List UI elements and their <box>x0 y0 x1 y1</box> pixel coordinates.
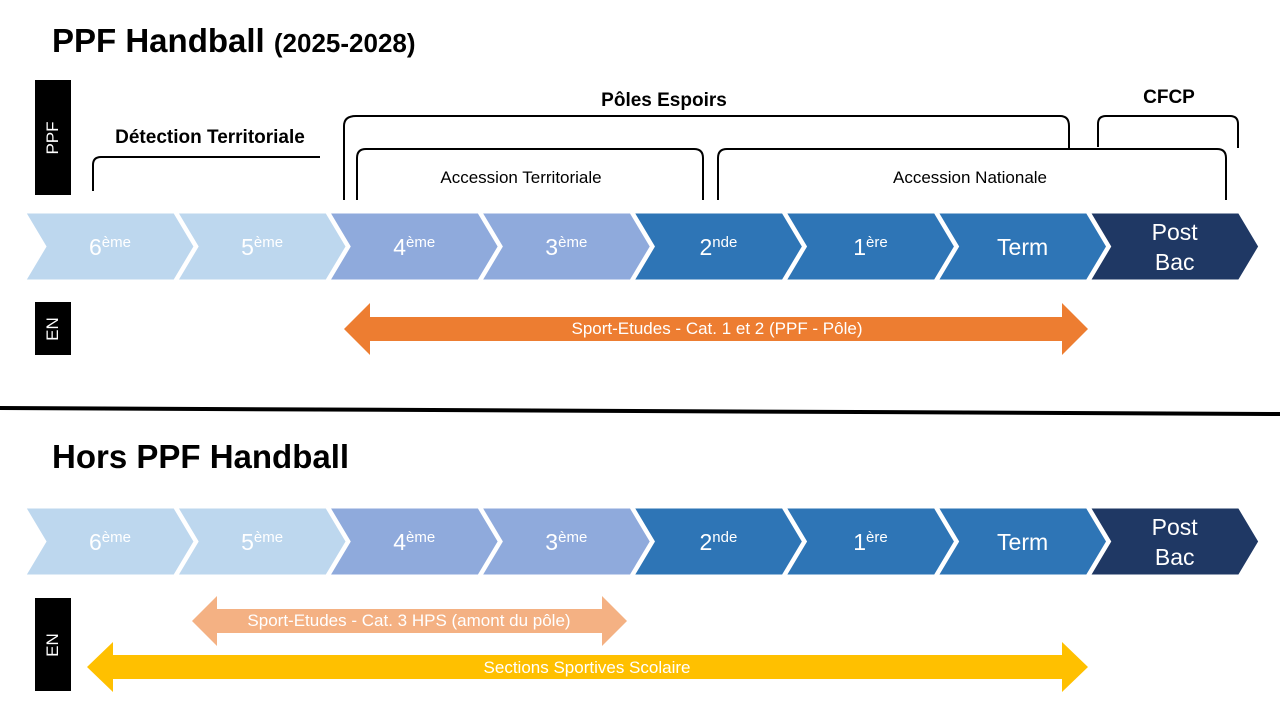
grade-chevron <box>937 212 1108 281</box>
hors-ppf-title: Hors PPF Handball <box>52 438 350 475</box>
grade-chevron <box>633 507 803 576</box>
sport-etudes-cat3-label: Sport-Etudes - Cat. 3 HPS (amont du pôle… <box>247 611 571 630</box>
accession-nationale-bracket <box>717 148 1227 200</box>
grade-label: Term <box>997 528 1049 555</box>
sections-sportives-arrow <box>87 642 1088 692</box>
grade-chevron <box>177 507 347 576</box>
ppf-title: PPF Handball (2025-2028) <box>52 22 416 60</box>
grade-chevron <box>785 212 956 281</box>
grade-chevron <box>1089 212 1260 281</box>
detection-bracket <box>92 156 320 191</box>
grade-chevron <box>25 507 195 576</box>
ppf-title-main: PPF Handball <box>52 22 265 59</box>
en-sidebox-bottom: EN <box>35 598 71 691</box>
grade-label: 5ème <box>241 233 284 260</box>
ppf-sidebox: PPF <box>35 80 71 195</box>
grade-chevron <box>25 212 195 281</box>
grade-label: 6ème <box>89 528 131 555</box>
grade-label: Post Bac <box>1151 218 1198 275</box>
grade-label: 1ère <box>853 528 888 555</box>
grade-chevron <box>177 212 347 281</box>
cfcp-bracket <box>1097 115 1239 148</box>
grade-chevron <box>481 507 651 576</box>
en-sidebox-top: EN <box>35 302 71 355</box>
sport-etudes-cat3-arrow <box>192 596 627 646</box>
sections-sportives-label: Sections Sportives Scolaire <box>483 658 691 677</box>
grade-chevron <box>329 212 499 281</box>
poles-espoirs-label: Pôles Espoirs <box>601 90 727 111</box>
sport-etudes-cat12-label: Sport-Etudes - Cat. 1 et 2 (PPF - Pôle) <box>571 319 863 338</box>
grade-chevron <box>633 212 803 281</box>
grade-label: 6ème <box>89 233 131 260</box>
accession-territoriale-bracket <box>356 148 704 200</box>
sport-etudes-cat12-arrow <box>344 303 1088 355</box>
detection-territoriale-label: Détection Territoriale <box>115 127 305 148</box>
grade-label: 1ère <box>853 233 888 260</box>
grade-chevron <box>329 507 499 576</box>
grade-label: 4ème <box>393 233 436 260</box>
accession-territoriale-label: Accession Territoriale <box>440 168 602 187</box>
grade-chevron <box>481 212 651 281</box>
grade-label: Term <box>997 233 1049 260</box>
grade-label: 2nde <box>699 233 738 260</box>
cfcp-label: CFCP <box>1143 87 1195 108</box>
ppf-title-years: (2025-2028) <box>273 28 416 58</box>
grade-chevron <box>1089 507 1260 576</box>
grade-label: 3ème <box>545 233 588 260</box>
grade-label: Post Bac <box>1151 513 1198 570</box>
grade-label: 2nde <box>699 528 738 555</box>
accession-nationale-label: Accession Nationale <box>892 168 1048 187</box>
grade-chevron <box>937 507 1108 576</box>
poles-bracket <box>343 115 1070 200</box>
grade-chevron <box>785 507 956 576</box>
grade-label: 3ème <box>545 528 588 555</box>
grade-label: 5ème <box>241 528 284 555</box>
grade-label: 4ème <box>393 528 436 555</box>
